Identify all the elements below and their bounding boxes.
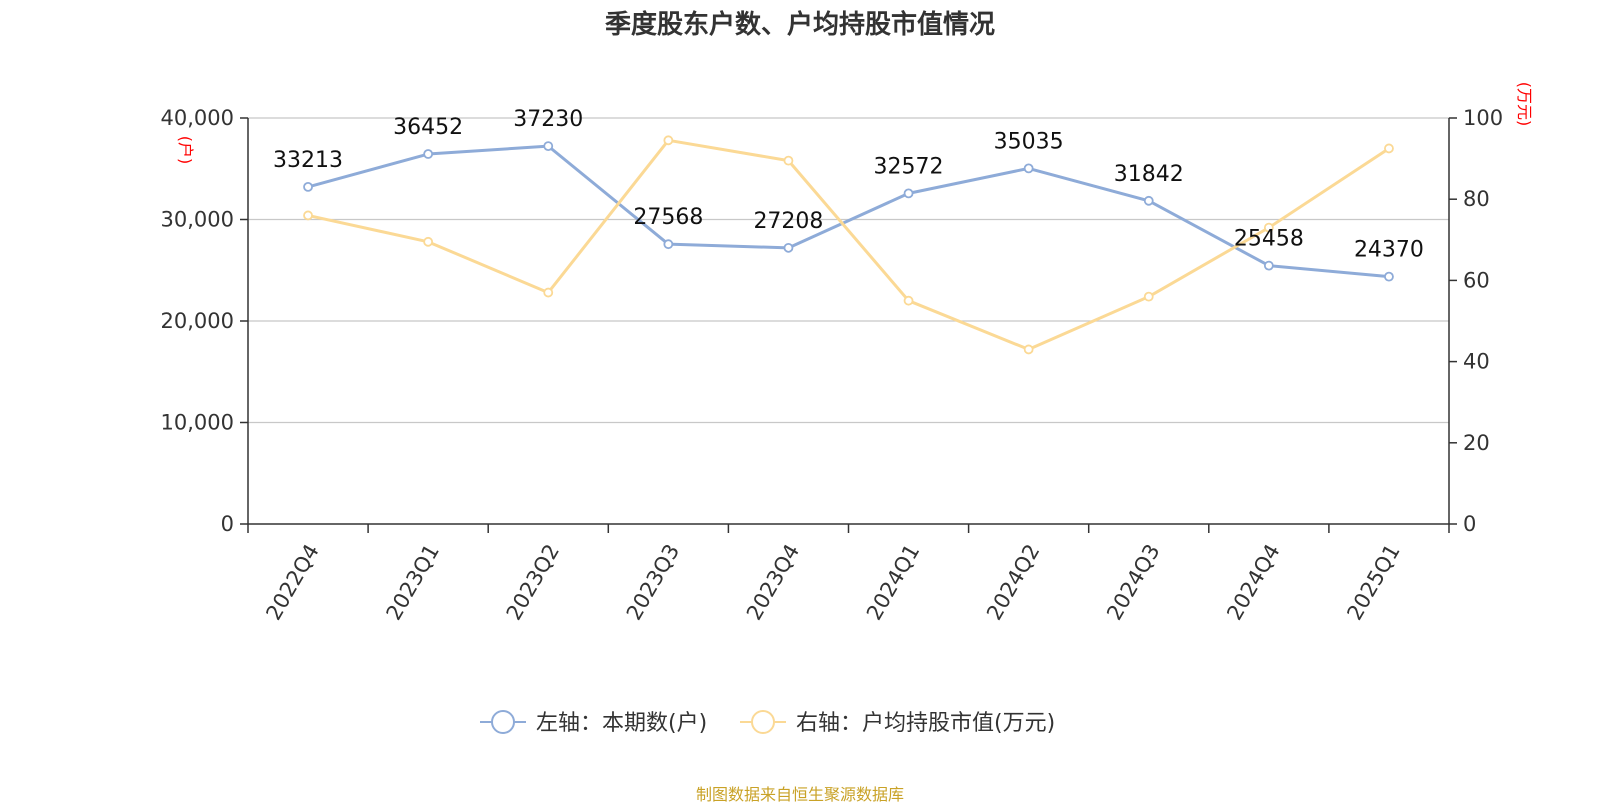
data-labels: 33213 36452 37230 27568 27208 32572 35035 31842…: [273, 107, 1424, 263]
x-tick-label: 2025Q1: [1342, 540, 1404, 624]
legend-item: 右轴：户均持股市值(万元): [740, 710, 1055, 736]
right-tick-label: 60: [1463, 268, 1490, 292]
series-point-right: [1384, 143, 1394, 154]
legend-marker: [491, 710, 515, 734]
series-point-right: [663, 135, 674, 146]
data-label: 37230: [513, 107, 583, 132]
series-point-left: [1143, 195, 1154, 206]
left-tick-label: 10,000: [161, 411, 234, 435]
left-tick-label: 20,000: [161, 309, 234, 333]
left-tick-label: 0: [221, 512, 234, 536]
legend-label: 左轴：本期数(户): [536, 711, 707, 736]
x-tick-label: 2023Q2: [502, 540, 564, 624]
x-tick-label: 2023Q1: [382, 540, 444, 624]
data-label: 32572: [874, 154, 944, 179]
series-point-right: [423, 236, 434, 247]
series-lines: [303, 135, 1394, 355]
source-note: 制图数据来自恒生聚源数据库: [695, 785, 904, 804]
x-tick-label: 2023Q4: [742, 540, 804, 624]
right-tick-label: 100: [1463, 106, 1503, 130]
series-point-right: [903, 295, 914, 306]
right-tick-label: 40: [1463, 350, 1490, 374]
left-axis-unit: (户): [176, 136, 195, 165]
left-tick-label: 40,000: [161, 106, 234, 130]
data-label: 36452: [393, 115, 463, 140]
x-tick-label: 2024Q1: [862, 540, 924, 624]
series-point-right: [1023, 344, 1034, 355]
series-line-left: [307, 144, 1390, 279]
chart-title: 季度股东户数、户均持股市值情况: [604, 10, 995, 40]
left-tick-label: 30,000: [161, 208, 234, 232]
data-label: 35035: [994, 129, 1064, 154]
series-point-left: [543, 141, 554, 152]
legend-item: 左轴：本期数(户): [480, 710, 707, 736]
data-label: 27208: [753, 209, 823, 234]
series-point-right: [1263, 222, 1274, 233]
right-tick-label: 0: [1463, 512, 1476, 536]
series-point-right: [783, 155, 794, 166]
series-point-left: [783, 242, 794, 253]
legend: 左轴：本期数(户) 右轴：户均持股市值(万元): [480, 710, 1055, 736]
right-axis-unit: (万元): [1515, 82, 1534, 127]
right-tick-label: 80: [1463, 187, 1490, 211]
data-label: 33213: [273, 148, 343, 173]
data-label: 27568: [633, 205, 703, 230]
series-point-left: [903, 188, 914, 199]
legend-marker: [751, 710, 775, 734]
series-point-left: [303, 181, 313, 192]
right-tick-label: 20: [1463, 431, 1490, 455]
x-tick-label: 2023Q3: [622, 540, 684, 624]
data-label: 24370: [1354, 238, 1424, 263]
data-label: 31842: [1114, 162, 1184, 187]
series-point-left: [1384, 271, 1394, 282]
series-point-left: [663, 239, 674, 250]
series-point-left: [423, 149, 434, 159]
x-tick-label: 2024Q4: [1222, 540, 1284, 624]
data-label: 25458: [1234, 227, 1304, 252]
series-point-right: [1143, 291, 1154, 302]
legend-label: 右轴：户均持股市值(万元): [796, 711, 1055, 736]
series-point-right: [543, 287, 554, 298]
series-point-left: [1023, 163, 1034, 174]
x-tick-label: 2024Q3: [1102, 540, 1164, 624]
series-line-right: [307, 138, 1390, 351]
x-tick-label: 2024Q2: [982, 540, 1044, 624]
x-tick-label: 2022Q4: [261, 540, 323, 624]
series-point-left: [1263, 260, 1274, 271]
series-point-right: [303, 210, 313, 221]
axes: 0 10,000 20,000 30,000 40,000 0 20 40 60 80 100 (户)…: [161, 82, 1534, 624]
